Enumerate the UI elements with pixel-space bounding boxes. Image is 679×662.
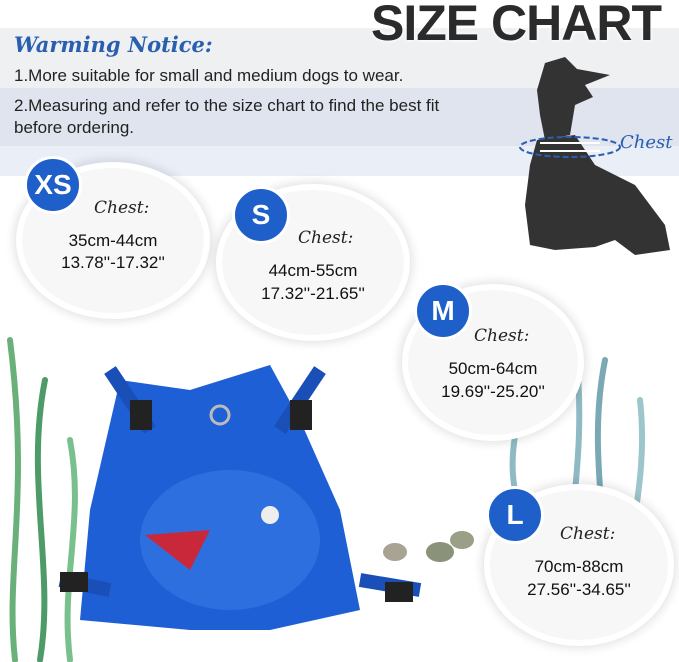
dog-chest-label: Chest [620, 132, 673, 153]
chest-inch: 17.32''-21.65'' [261, 284, 365, 303]
chest-inch: 27.56''-34.65'' [527, 580, 631, 599]
page-title: SIZE CHART [371, 0, 662, 51]
chest-label: Chest: [94, 198, 150, 218]
chest-cm: 50cm-64cm [448, 359, 538, 378]
harness-image [58, 365, 422, 630]
chest-label: Chest: [298, 228, 354, 248]
size-badge-s: S [232, 186, 290, 244]
notice-line: 1.More suitable for small and medium dog… [14, 66, 404, 85]
notice-line: 2.Measuring and refer to the size chart … [14, 96, 440, 137]
dog-silhouette-icon [519, 57, 670, 255]
chest-cm: 35cm-44cm [68, 231, 158, 250]
size-badge-xs: XS [24, 156, 82, 214]
size-badge-l: L [486, 486, 544, 544]
notice-heading: Warming Notice: [14, 32, 213, 57]
chest-inch: 19.69''-25.20'' [441, 382, 545, 401]
chest-inch: 13.78''-17.32'' [61, 253, 165, 272]
size-badge-m: M [414, 282, 472, 340]
chest-label: Chest: [560, 524, 616, 544]
chest-cm: 70cm-88cm [534, 557, 624, 576]
chest-label: Chest: [474, 326, 530, 346]
chest-cm: 44cm-55cm [268, 261, 358, 280]
